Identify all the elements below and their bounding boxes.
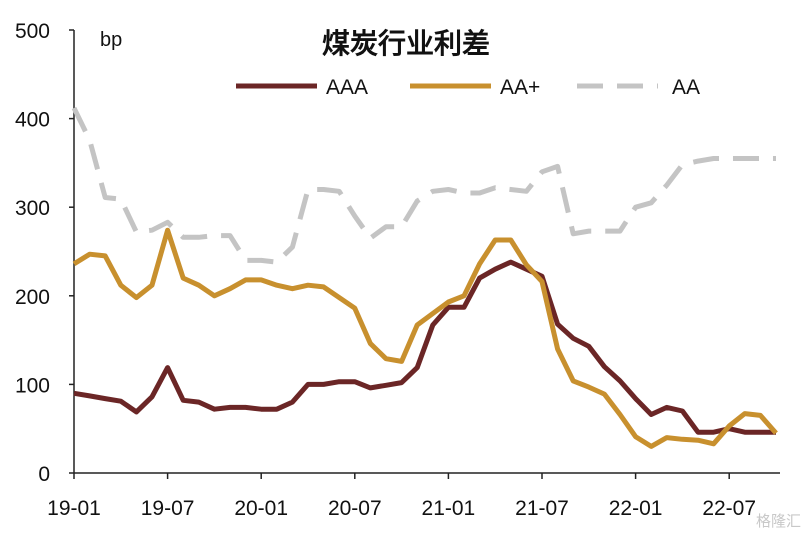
y-tick-label: 100 — [15, 374, 50, 397]
legend-label: AA+ — [500, 76, 540, 99]
x-tick-label: 21-01 — [422, 497, 476, 520]
legend: AAA AA+ AA — [236, 76, 700, 99]
y-tick-label: 300 — [15, 197, 50, 220]
series-line-aa — [71, 106, 776, 265]
series-line-aa-plus — [72, 227, 778, 449]
series-lines — [71, 106, 778, 449]
y-tick-label: 500 — [15, 20, 50, 43]
chart-title: 煤炭行业利差 — [322, 27, 490, 60]
legend-label: AA — [672, 76, 700, 99]
x-tick-label: 19-01 — [47, 497, 101, 520]
x-tick-label: 19-07 — [141, 497, 195, 520]
x-tick-label: 22-07 — [702, 497, 756, 520]
x-tick-label: 22-01 — [609, 497, 663, 520]
y-axis-unit: bp — [100, 29, 122, 51]
axes: 0 100 200 300 400 500 19-01 19-07 20-01 20-07 21-0… — [15, 20, 780, 520]
series-line-aaa — [73, 259, 776, 435]
x-tick-label: 20-07 — [328, 497, 382, 520]
legend-label: AAA — [326, 76, 368, 99]
y-tick-label: 400 — [15, 109, 50, 132]
watermark: 格隆汇 — [755, 512, 801, 530]
y-tick-label: 0 — [38, 463, 50, 486]
x-tick-label: 21-07 — [515, 497, 569, 520]
x-tick-label: 20-01 — [234, 497, 288, 520]
y-tick-label: 200 — [15, 286, 50, 309]
